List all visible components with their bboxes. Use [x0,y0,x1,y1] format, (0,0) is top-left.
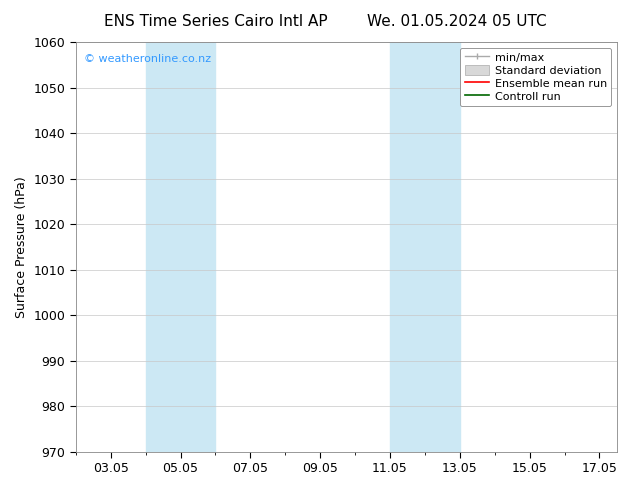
Y-axis label: Surface Pressure (hPa): Surface Pressure (hPa) [15,176,28,318]
Bar [390,42,460,452]
Bar [146,42,216,452]
Text: We. 01.05.2024 05 UTC: We. 01.05.2024 05 UTC [366,14,547,29]
Text: ENS Time Series Cairo Intl AP: ENS Time Series Cairo Intl AP [104,14,327,29]
Legend: min/max, Standard deviation, Ensemble mean run, Controll run: min/max, Standard deviation, Ensemble me… [460,48,611,106]
Text: © weatheronline.co.nz: © weatheronline.co.nz [84,54,211,64]
